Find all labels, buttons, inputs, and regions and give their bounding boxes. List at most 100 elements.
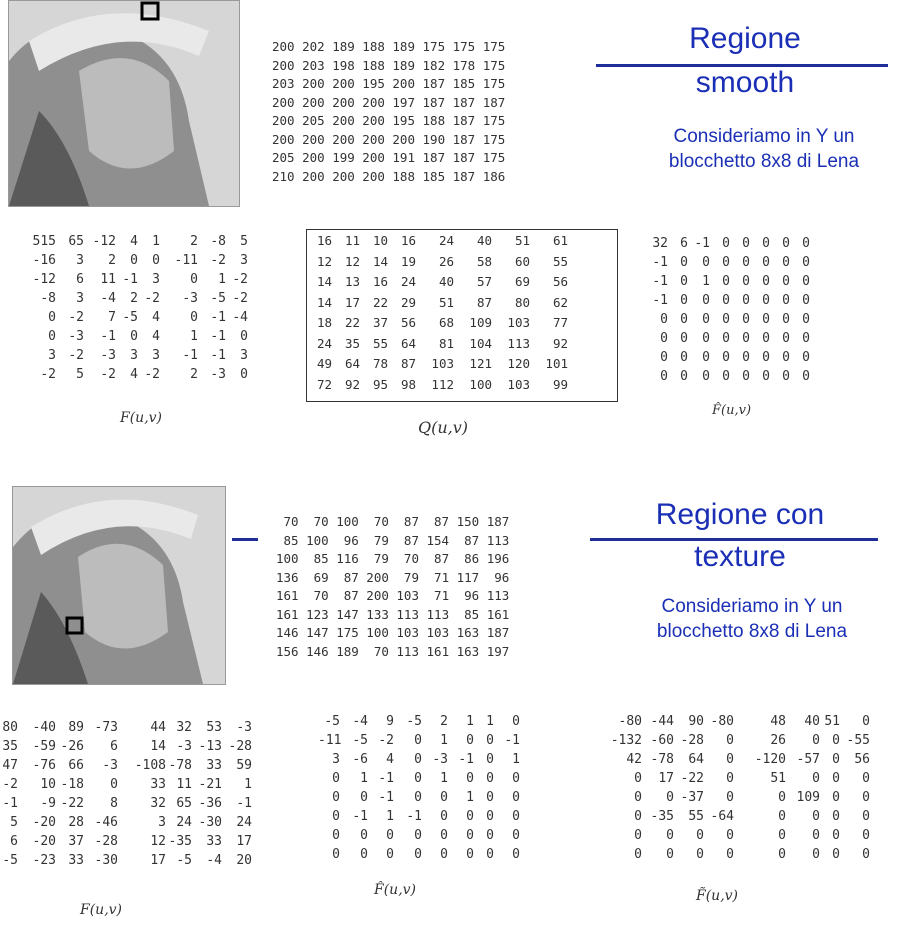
matrix-cell: 0: [680, 255, 688, 270]
matrix-cell: 32: [150, 796, 166, 811]
matrix-cell: -3: [102, 758, 118, 773]
matrix-cell: -2: [144, 291, 160, 306]
matrix-cell: -4: [352, 714, 368, 729]
matrix-cell: 0: [726, 733, 734, 748]
matrix-cell: 1: [190, 329, 198, 344]
matrix-cell: 80: [2, 720, 18, 735]
matrix-cell: 56: [552, 274, 568, 289]
matrix-cell: 515: [32, 234, 56, 249]
matrix-cell: 103: [431, 356, 454, 371]
title-line-2: smooth: [695, 66, 795, 99]
quant-table: 16 11 10 16 24 40 51 61 12 12 14 19 26 58 60 55 14 13 16 24…: [310, 231, 568, 395]
matrix-cell: -22: [680, 771, 704, 786]
matrix-cell: 113: [507, 335, 530, 351]
matrix-cell: 17: [236, 834, 252, 849]
block-marker: [140, 1, 160, 21]
matrix-cell: -1: [2, 796, 18, 811]
block-row: 70 70 100 70 87 87 150 187: [283, 514, 510, 529]
matrix-cell: 0: [512, 714, 520, 729]
matrix-cell: 64: [400, 335, 416, 351]
matrix-cell: 121: [469, 356, 492, 371]
block-row: 161 123 147 133 113 113 85 161: [276, 606, 510, 622]
matrix-cell: -3: [176, 739, 192, 754]
matrix-cell: 1: [386, 809, 394, 824]
matrix-cell: 18: [316, 315, 332, 330]
matrix-cell: 55: [552, 253, 568, 269]
matrix-cell: 0: [48, 329, 56, 344]
matrix-cell: -4: [232, 310, 248, 325]
block-row: 161 70 87 200 103 71 96 113: [276, 588, 510, 603]
matrix-cell: 64: [688, 752, 704, 767]
matrix-cell: 0: [702, 293, 710, 308]
matrix-cell: -5: [176, 853, 192, 868]
matrix-cell: 0: [466, 733, 474, 748]
matrix-cell: 51: [438, 294, 454, 310]
matrix-cell: 11: [100, 272, 116, 287]
matrix-cell: 3: [130, 348, 138, 363]
matrix-cell: -120: [754, 752, 786, 767]
matrix-cell: 0: [680, 293, 688, 308]
lena-photo-placeholder: [9, 1, 239, 206]
subtitle-line-2: blocchetto 8x8 di Lena: [668, 151, 860, 172]
matrix-cell: 0: [440, 809, 448, 824]
matrix-cell: 37: [372, 315, 388, 330]
matrix-cell: 0: [634, 790, 642, 805]
matrix-cell: 57: [476, 274, 492, 289]
matrix-cell: 5: [240, 234, 248, 249]
matrix-cell: 0: [862, 790, 870, 805]
block-row: 200 200 200 200 200 190 187 175: [272, 131, 506, 147]
block-row: 85 100 96 79 87 154 87 113: [283, 532, 510, 548]
matrix-cell: 0: [414, 771, 422, 786]
matrix-cell: 0: [466, 771, 474, 786]
matrix-cell: -132: [610, 733, 642, 748]
matrix-cell: -1: [210, 329, 226, 344]
matrix-cell: 81: [438, 335, 454, 351]
matrix-cell: 4: [152, 329, 160, 344]
matrix-cell: 1: [466, 714, 474, 729]
matrix-cell: 56: [854, 752, 870, 767]
matrix-cell: 44: [150, 720, 166, 735]
matrix-cell: 0: [782, 293, 790, 308]
matrix-cell: 1: [466, 790, 474, 805]
matrix-cell: -3: [236, 720, 252, 735]
matrix-cell: 0: [414, 828, 422, 843]
matrix-cell: 12: [344, 253, 360, 269]
matrix-cell: -2: [100, 367, 116, 382]
lena-image-texture: [12, 486, 226, 685]
matrix-cell: 29: [400, 294, 416, 310]
matrix-cell: 0: [680, 350, 688, 365]
block-row: 210 200 200 200 188 185 187 186: [272, 168, 506, 184]
matrix-cell: 0: [742, 274, 750, 289]
matrix-cell: 0: [782, 350, 790, 365]
matrix-cell: -8: [210, 234, 226, 249]
matrix-cell: 0: [782, 274, 790, 289]
matrix-cell: 120: [507, 356, 530, 371]
matrix-cell: 33: [206, 834, 222, 849]
matrix-cell: 0: [486, 771, 494, 786]
matrix-cell: -21: [198, 777, 222, 792]
dct-label-texture: F(u,v): [80, 902, 123, 918]
matrix-cell: -23: [32, 853, 56, 868]
matrix-cell: 42: [626, 752, 642, 767]
matrix-cell: 0: [722, 350, 730, 365]
matrix-cell: 0: [680, 369, 688, 384]
matrix-cell: 3: [48, 348, 56, 363]
matrix-cell: 51: [514, 233, 530, 248]
matrix-cell: 0: [332, 847, 340, 862]
matrix-cell: 8: [110, 796, 118, 811]
matrix-cell: 0: [802, 274, 810, 289]
matrix-cell: 0: [782, 331, 790, 346]
matrix-cell: 13: [344, 274, 360, 289]
matrix-cell: 37: [68, 834, 84, 849]
matrix-cell: 0: [762, 236, 770, 251]
matrix-cell: -2: [144, 367, 160, 382]
block-row: 156 146 189 70 113 161 163 197: [276, 643, 510, 659]
matrix-cell: 0: [660, 312, 668, 327]
block-row: 136 69 87 200 79 71 117 96: [276, 569, 510, 585]
matrix-cell: 0: [190, 272, 198, 287]
matrix-cell: 22: [344, 315, 360, 330]
matrix-cell: 100: [469, 376, 492, 392]
matrix-cell: 3: [158, 815, 166, 830]
matrix-cell: 0: [832, 847, 840, 862]
matrix-cell: 2: [190, 234, 198, 249]
